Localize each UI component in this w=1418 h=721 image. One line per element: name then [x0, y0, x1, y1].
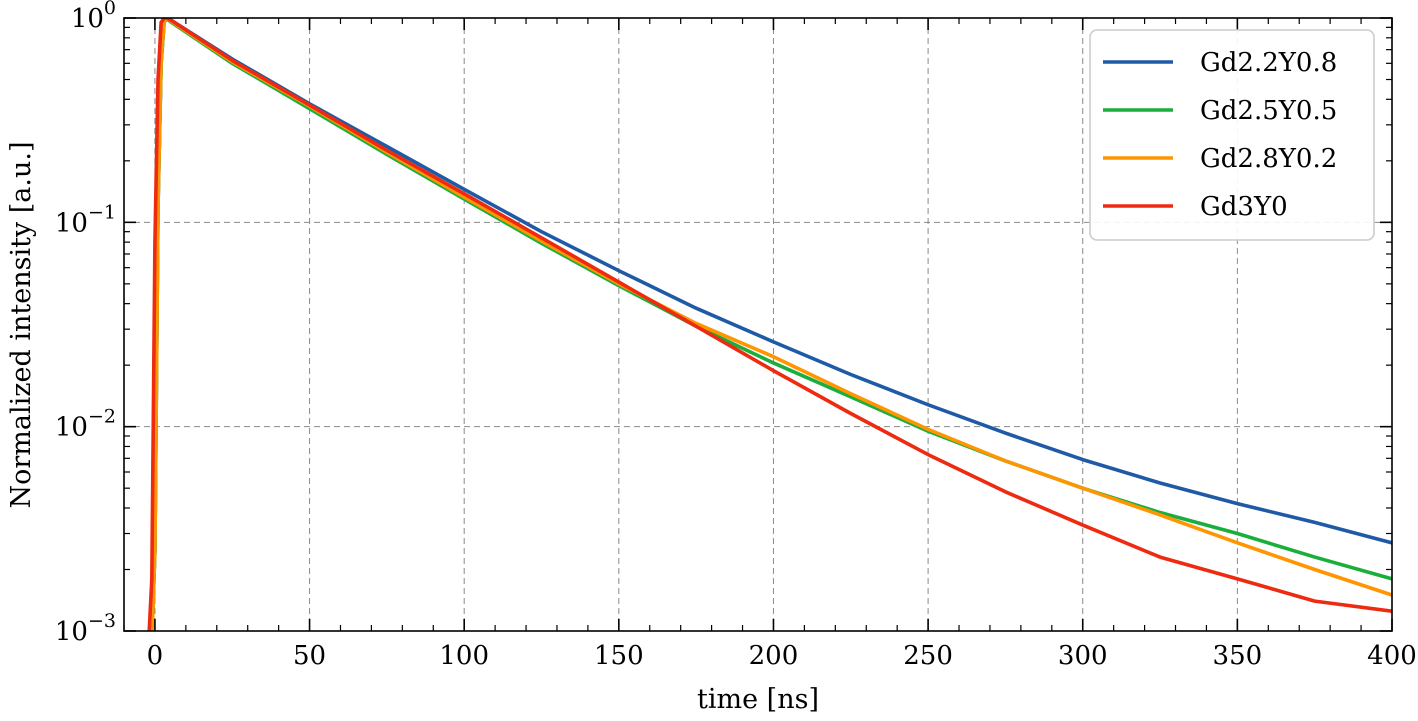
x-tick-label: 0 — [147, 641, 164, 671]
y-tick-exponent: 0 — [104, 0, 116, 19]
y-tick-label: 10−2 — [55, 406, 116, 443]
y-tick-exponent: −2 — [88, 406, 116, 428]
x-tick-label: 50 — [293, 641, 326, 671]
x-tick-label: 250 — [903, 641, 953, 671]
x-tick-label: 200 — [749, 641, 799, 671]
y-tick-exponent: −3 — [88, 610, 116, 632]
y-tick-exponent: −1 — [88, 201, 116, 223]
series-line-4 — [147, 18, 1392, 631]
x-tick-label: 150 — [594, 641, 644, 671]
series-lines — [147, 18, 1392, 631]
y-tick-base: 10 — [55, 617, 88, 647]
y-axis-label: Normalized intensity [a.u.] — [6, 142, 37, 509]
legend-label: Gd2.8Y0.2 — [1200, 144, 1337, 174]
plot-frame — [123, 17, 1393, 632]
legend-label: Gd2.5Y0.5 — [1200, 96, 1337, 126]
y-tick-base: 10 — [55, 413, 88, 443]
y-tick-label: 100 — [71, 0, 116, 34]
y-tick-label: 10−3 — [55, 610, 116, 647]
x-tick-labels: 0 50 100 150 200 250 300 350 400 — [147, 641, 1417, 671]
x-tick-label: 400 — [1367, 641, 1417, 671]
y-tick-base: 10 — [71, 4, 104, 34]
legend-label: Gd3Y0 — [1200, 192, 1288, 222]
y-tick-label: 10−1 — [55, 201, 116, 238]
legend-label: Gd2.2Y0.8 — [1200, 48, 1337, 78]
series-line-3 — [150, 18, 1392, 631]
y-tick-base: 10 — [55, 208, 88, 238]
x-axis-label: time [ns] — [697, 684, 819, 715]
x-tick-label: 350 — [1213, 641, 1263, 671]
x-tick-label: 300 — [1058, 641, 1108, 671]
x-tick-label: 100 — [439, 641, 489, 671]
legend-box — [1089, 29, 1375, 241]
legend: Gd2.2Y0.8 Gd2.5Y0.5 Gd2.8Y0.2 Gd3Y0 — [1089, 29, 1375, 241]
